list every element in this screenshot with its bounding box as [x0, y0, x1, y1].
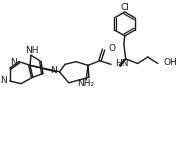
- Text: NH₂: NH₂: [78, 79, 95, 88]
- Text: HN: HN: [116, 59, 129, 68]
- Text: Cl: Cl: [120, 3, 129, 12]
- Text: N: N: [10, 58, 17, 67]
- Text: OH: OH: [163, 58, 177, 67]
- Text: O: O: [108, 44, 115, 53]
- Text: N: N: [0, 76, 7, 85]
- Text: NH: NH: [25, 46, 39, 55]
- Text: N: N: [50, 66, 57, 75]
